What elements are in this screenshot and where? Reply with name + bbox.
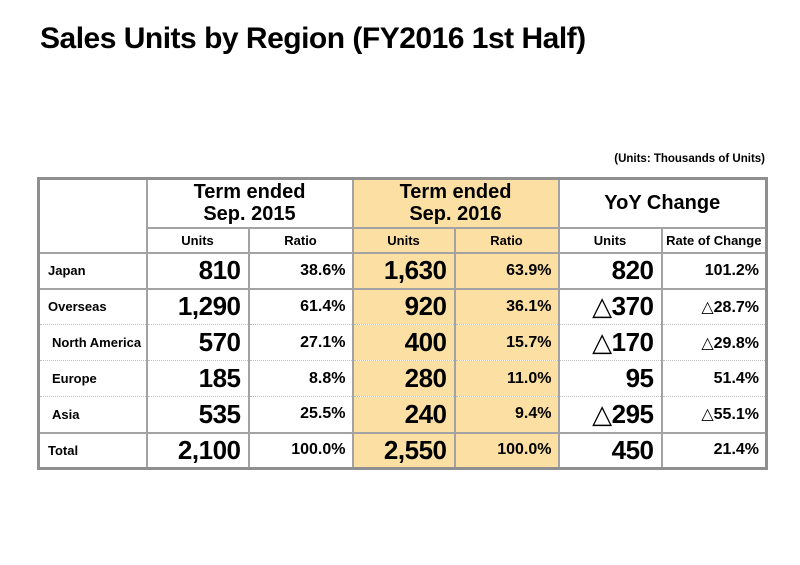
col-group-term-2016: Term ended Sep. 2016 bbox=[351, 177, 559, 228]
yoy-units-cell: △170 bbox=[557, 324, 662, 361]
ratio-2016-cell: 36.1% bbox=[453, 287, 559, 325]
group-2015-line1: Term ended bbox=[193, 180, 306, 203]
units-2015-cell: 570 bbox=[145, 324, 249, 361]
ratio-2015-cell: 61.4% bbox=[247, 287, 353, 325]
yoy-rate-cell: 51.4% bbox=[660, 360, 767, 397]
sub-header-row: Units Ratio Units Ratio Units Rate of Ch… bbox=[39, 226, 767, 253]
units-2016-cell: 280 bbox=[351, 360, 455, 397]
col-group-yoy: YoY Change bbox=[557, 177, 767, 228]
units-2016-cell: 400 bbox=[351, 324, 455, 361]
region-label: Japan bbox=[37, 251, 147, 289]
ratio-2016-cell: 15.7% bbox=[453, 324, 559, 361]
table-row-overseas: Overseas 1,290 61.4% 920 36.1% △370 △28.… bbox=[37, 287, 767, 325]
ratio-2016-cell: 9.4% bbox=[453, 396, 559, 433]
page-title: Sales Units by Region (FY2016 1st Half) bbox=[40, 22, 586, 55]
group-2016-line1: Term ended bbox=[399, 180, 512, 203]
group-yoy-line1: YoY Change bbox=[604, 192, 721, 215]
units-2016-cell: 2,550 bbox=[351, 431, 455, 469]
region-label: North America bbox=[37, 324, 147, 361]
ratio-2016-cell: 63.9% bbox=[453, 251, 559, 289]
units-2015-cell: 185 bbox=[145, 360, 249, 397]
ratio-2016-cell: 100.0% bbox=[453, 431, 559, 469]
ratio-2015-cell: 38.6% bbox=[247, 251, 353, 289]
ratio-2015-cell: 25.5% bbox=[247, 396, 353, 433]
ratio-2016-cell: 11.0% bbox=[453, 360, 559, 397]
region-label: Europe bbox=[37, 360, 147, 397]
ratio-2015-cell: 8.8% bbox=[247, 360, 353, 397]
group-header-row: Term ended Sep. 2015 Term ended Sep. 201… bbox=[37, 177, 767, 253]
yoy-units-cell: 820 bbox=[557, 251, 662, 289]
subheader-units-2015: Units bbox=[145, 226, 249, 253]
units-2015-cell: 2,100 bbox=[145, 431, 249, 469]
sales-by-region-table: Term ended Sep. 2015 Term ended Sep. 201… bbox=[37, 177, 769, 470]
table-row-europe: Europe 185 8.8% 280 11.0% 95 51.4% bbox=[37, 360, 767, 397]
yoy-rate-cell: 101.2% bbox=[660, 251, 767, 289]
subheader-ratio-2016: Ratio bbox=[453, 226, 559, 253]
table-row-north-america: North America 570 27.1% 400 15.7% △170 △… bbox=[37, 324, 767, 361]
yoy-units-cell: 95 bbox=[557, 360, 662, 397]
group-2015-line2: Sep. 2015 bbox=[203, 203, 296, 226]
region-label: Asia bbox=[37, 396, 147, 433]
units-2016-cell: 920 bbox=[351, 287, 455, 325]
yoy-units-cell: △295 bbox=[557, 396, 662, 433]
units-2015-cell: 535 bbox=[145, 396, 249, 433]
yoy-units-cell: 450 bbox=[557, 431, 662, 469]
units-2016-cell: 240 bbox=[351, 396, 455, 433]
subheader-units-2016: Units bbox=[351, 226, 455, 253]
subheader-ratio-2015: Ratio bbox=[247, 226, 353, 253]
yoy-rate-cell: 21.4% bbox=[660, 431, 767, 469]
units-note: (Units: Thousands of Units) bbox=[614, 153, 765, 165]
yoy-rate-cell: △28.7% bbox=[660, 287, 767, 325]
table-row-asia: Asia 535 25.5% 240 9.4% △295 △55.1% bbox=[37, 396, 767, 433]
corner-cell bbox=[37, 177, 147, 253]
units-2015-cell: 810 bbox=[145, 251, 249, 289]
yoy-rate-cell: △55.1% bbox=[660, 396, 767, 433]
table-row-japan: Japan 810 38.6% 1,630 63.9% 820 101.2% bbox=[37, 251, 767, 289]
region-label: Overseas bbox=[37, 287, 147, 325]
subheader-yoy-rate: Rate of Change bbox=[660, 226, 767, 253]
ratio-2015-cell: 100.0% bbox=[247, 431, 353, 469]
col-group-term-2015: Term ended Sep. 2015 bbox=[145, 177, 353, 228]
region-label: Total bbox=[37, 431, 147, 469]
yoy-units-cell: △370 bbox=[557, 287, 662, 325]
table-row-total: Total 2,100 100.0% 2,550 100.0% 450 21.4… bbox=[37, 431, 767, 469]
ratio-2015-cell: 27.1% bbox=[247, 324, 353, 361]
subheader-yoy-units: Units bbox=[557, 226, 662, 253]
units-2016-cell: 1,630 bbox=[351, 251, 455, 289]
group-2016-line2: Sep. 2016 bbox=[409, 203, 502, 226]
units-2015-cell: 1,290 bbox=[145, 287, 249, 325]
yoy-rate-cell: △29.8% bbox=[660, 324, 767, 361]
